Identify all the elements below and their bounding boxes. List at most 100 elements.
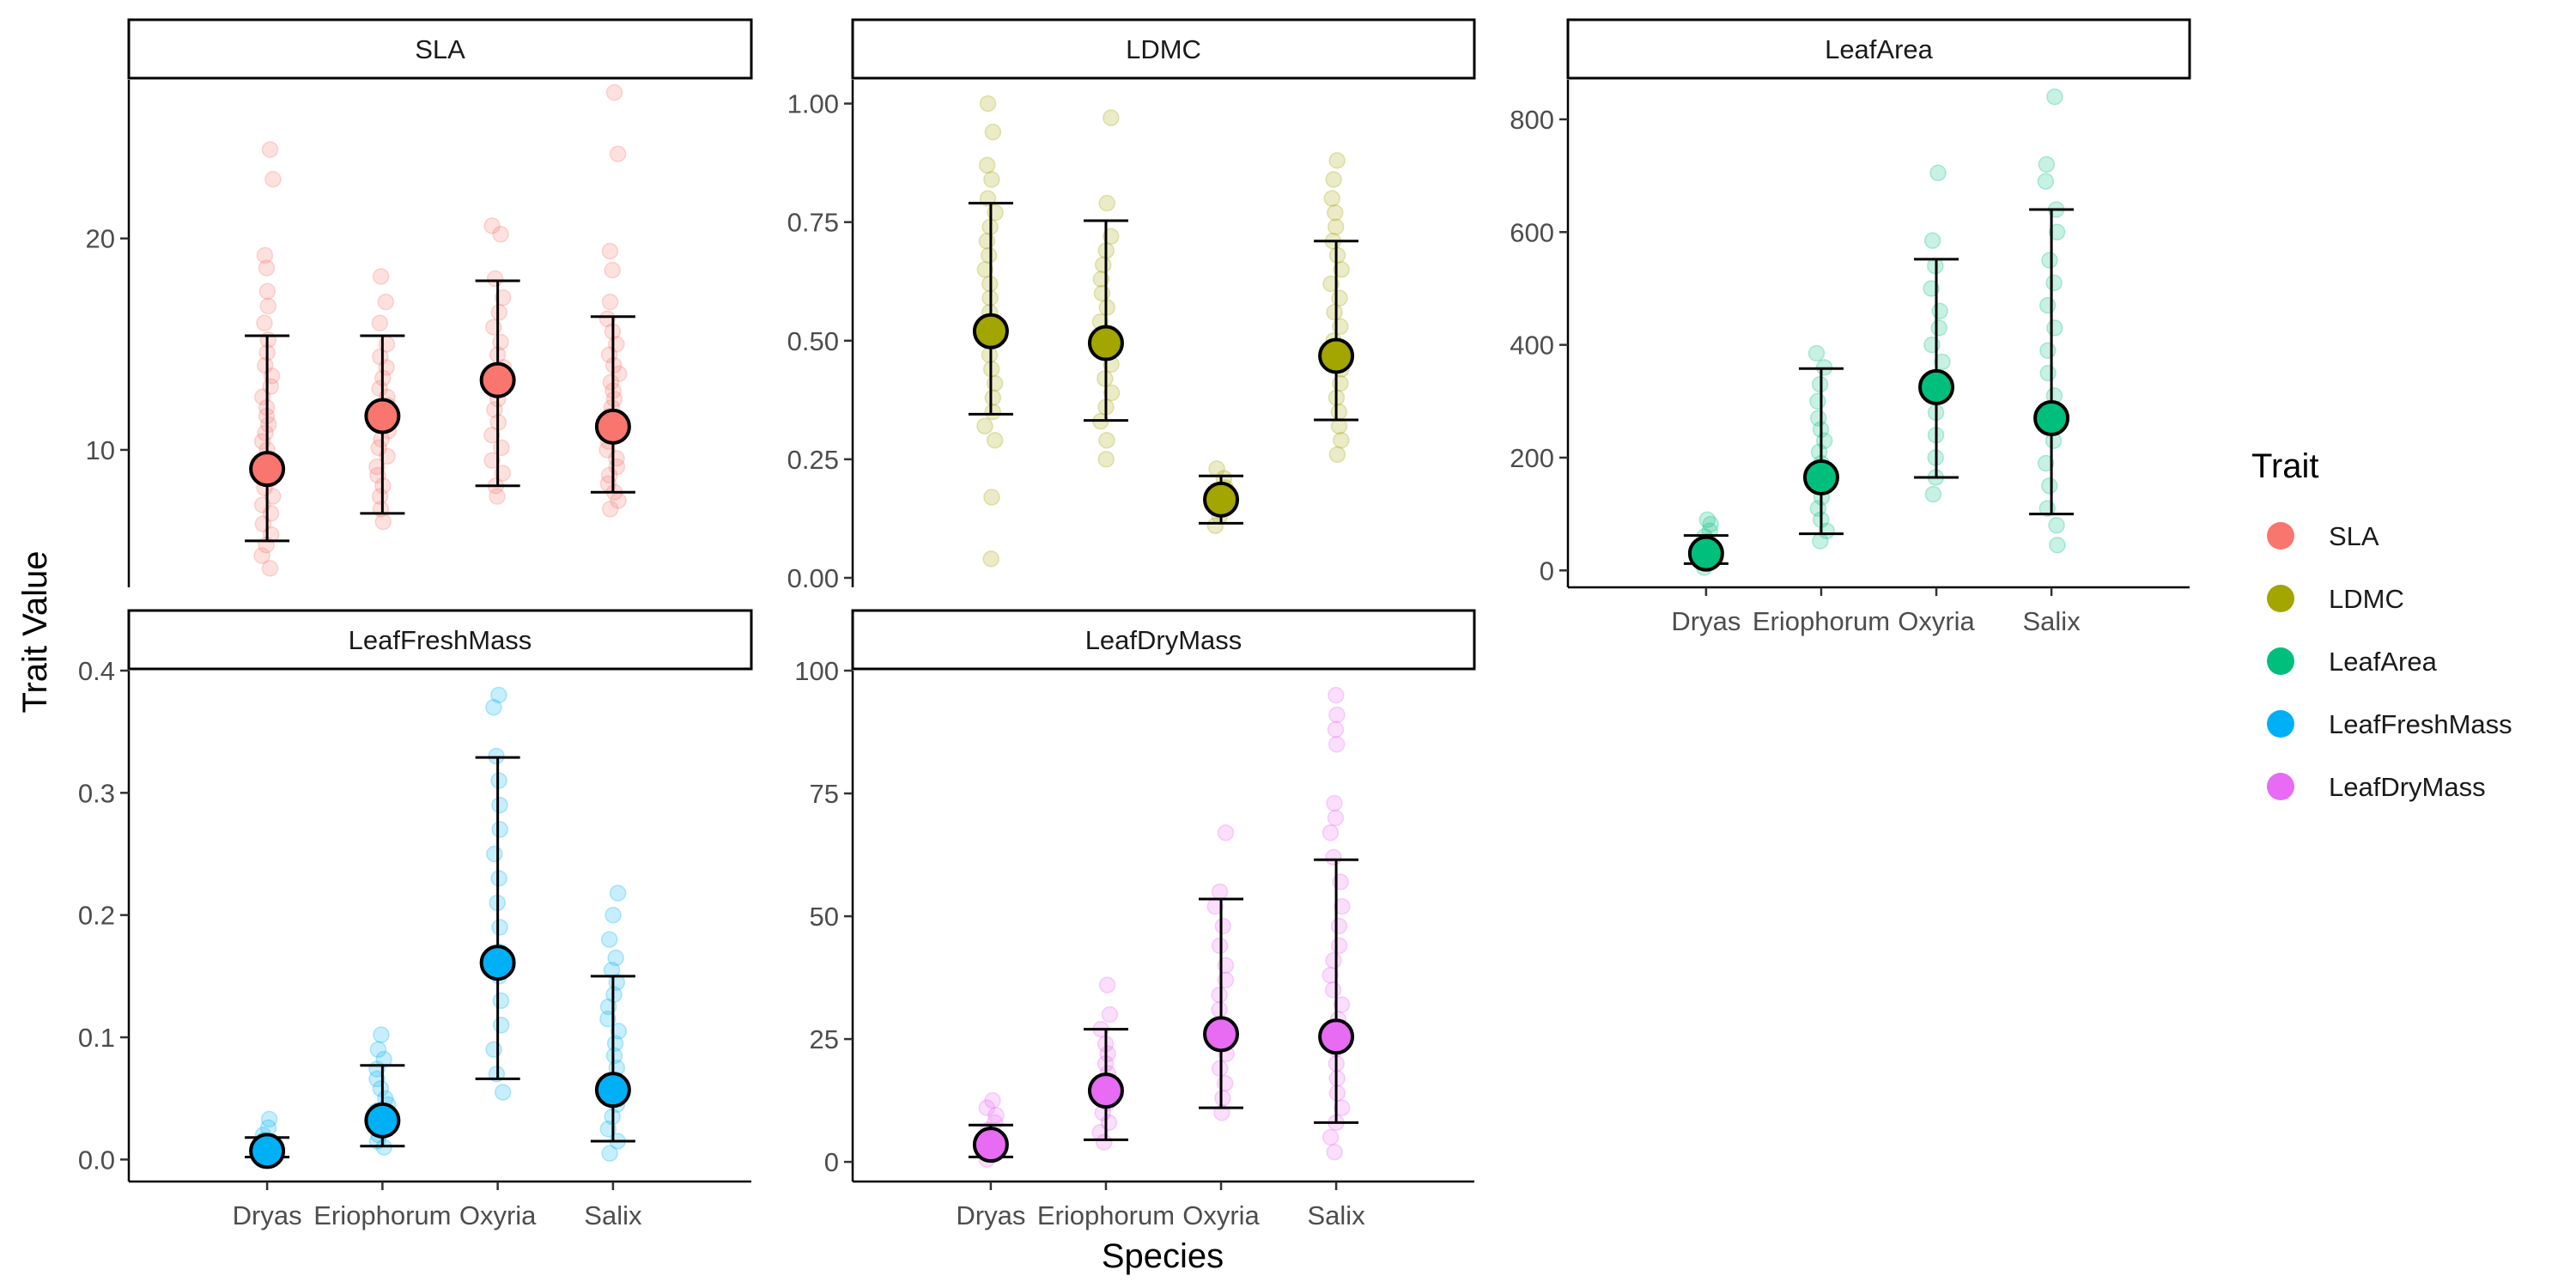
raw-data-point: [253, 547, 270, 564]
legend-title: Trait: [2251, 447, 2319, 485]
y-tick-label: 10: [86, 435, 115, 465]
raw-data-point: [1103, 109, 1120, 126]
raw-data-point: [1929, 164, 1947, 182]
raw-data-point: [978, 233, 996, 250]
raw-data-point: [372, 348, 389, 366]
raw-data-point: [1702, 515, 1719, 533]
raw-data-point: [982, 550, 999, 568]
x-tick-label: Salix: [1308, 1200, 1366, 1230]
raw-data-point: [1333, 996, 1351, 1013]
raw-data-point: [373, 1026, 390, 1043]
x-tick-label: Oxyria: [459, 1200, 537, 1230]
mean-point: [1687, 535, 1724, 572]
facet-strip: [1566, 18, 2191, 80]
raw-data-point: [1807, 344, 1826, 362]
raw-data-point: [1334, 1099, 1351, 1116]
raw-data-point: [983, 171, 1000, 188]
raw-data-point: [611, 365, 628, 383]
raw-data-point: [600, 931, 618, 948]
legend-key-LeafArea: [2267, 647, 2294, 675]
raw-data-point: [1326, 1143, 1344, 1161]
y-tick-label: 75: [810, 779, 839, 809]
legend-label: LeafDryMass: [2329, 772, 2486, 802]
raw-data-point: [1924, 485, 1942, 503]
raw-data-point: [609, 145, 627, 162]
raw-data-point: [1323, 190, 1341, 207]
facet-panel-LeafFreshMass: LeafFreshMass 0.0 0.1 0.2 0.3 0.4 Dryas Eriopho…: [78, 609, 753, 1230]
raw-data-point: [987, 1107, 1005, 1124]
facet-strip-label: LeafFreshMass: [349, 625, 532, 655]
raw-data-point: [1321, 824, 1340, 841]
raw-data-point: [1328, 446, 1346, 464]
raw-data-point: [492, 333, 509, 351]
raw-data-point: [1330, 403, 1348, 421]
raw-data-point: [1698, 511, 1716, 528]
raw-data-point: [1211, 1001, 1228, 1018]
legend-key-SLA: [2267, 522, 2294, 550]
raw-data-point: [494, 1084, 512, 1101]
raw-data-point: [485, 1041, 502, 1059]
raw-data-point: [494, 289, 512, 307]
raw-data-point: [257, 356, 274, 374]
y-tick-label: 0.2: [78, 901, 115, 931]
y-tick-label: 1.00: [787, 89, 839, 119]
raw-data-point: [601, 501, 619, 518]
raw-data-point: [490, 686, 507, 704]
raw-data-point: [983, 489, 1000, 506]
mean-point: [364, 1102, 401, 1139]
raw-data-point: [485, 698, 502, 716]
raw-data-point: [1327, 204, 1344, 222]
raw-data-point: [609, 884, 627, 902]
raw-data-point: [1930, 319, 1947, 337]
raw-data-point: [2039, 364, 2057, 382]
x-tick-label: Eriophorum: [1037, 1200, 1175, 1230]
mean-point: [1087, 325, 1124, 361]
facet-strip-label: SLA: [415, 34, 465, 64]
raw-data-point: [984, 389, 1002, 406]
facet-panel-LeafDryMass: LeafDryMass 0 25 50 75 100 Dryas Eriophorum Oxyr…: [794, 609, 1476, 1230]
facet-panel-LDMC: LDMC 0.00 0.25 0.50 0.75 1.00: [787, 18, 1476, 593]
raw-data-point: [489, 488, 506, 505]
raw-data-point: [1098, 976, 1116, 993]
legend-label: LDMC: [2329, 584, 2404, 614]
raw-data-point: [257, 424, 274, 441]
raw-data-point: [2045, 274, 2063, 292]
legend-key-LDMC: [2267, 585, 2294, 612]
raw-data-point: [1324, 981, 1342, 999]
raw-data-point: [1321, 966, 1339, 984]
facet-strip: [851, 609, 1476, 671]
x-tick-label: Salix: [2023, 606, 2081, 636]
raw-data-point: [978, 1099, 996, 1116]
raw-data-point: [2038, 296, 2057, 314]
raw-data-point: [601, 293, 619, 311]
raw-data-point: [483, 452, 501, 469]
raw-data-point: [1327, 720, 1345, 738]
raw-data-point: [258, 259, 276, 276]
y-tick-label: 50: [810, 902, 839, 932]
raw-data-point: [491, 821, 508, 838]
raw-data-point: [1330, 937, 1348, 955]
mean-point: [594, 1072, 631, 1109]
raw-data-point: [2041, 252, 2058, 269]
raw-data-point: [1934, 353, 1951, 371]
raw-data-point: [258, 283, 276, 300]
facet-panel-SLA: SLA 10 20: [86, 18, 753, 587]
raw-data-point: [1325, 848, 1342, 866]
y-tick-label: 0.25: [787, 445, 839, 475]
raw-data-point: [1096, 1133, 1113, 1151]
raw-data-point: [1322, 275, 1340, 293]
raw-data-point: [1332, 318, 1349, 335]
y-tick-label: 800: [1510, 105, 1554, 135]
raw-data-point: [264, 170, 282, 188]
legend-label: LeafArea: [2329, 647, 2438, 677]
y-tick-label: 400: [1510, 331, 1554, 361]
mean-point: [249, 1133, 286, 1170]
raw-data-point: [2037, 173, 2055, 190]
raw-data-point: [261, 560, 279, 577]
mean-point: [972, 313, 1009, 349]
facet-strip-label: LDMC: [1126, 34, 1201, 64]
raw-data-point: [1330, 917, 1348, 935]
raw-data-point: [986, 374, 1004, 392]
raw-data-point: [976, 417, 993, 434]
y-tick-label: 200: [1510, 443, 1554, 473]
